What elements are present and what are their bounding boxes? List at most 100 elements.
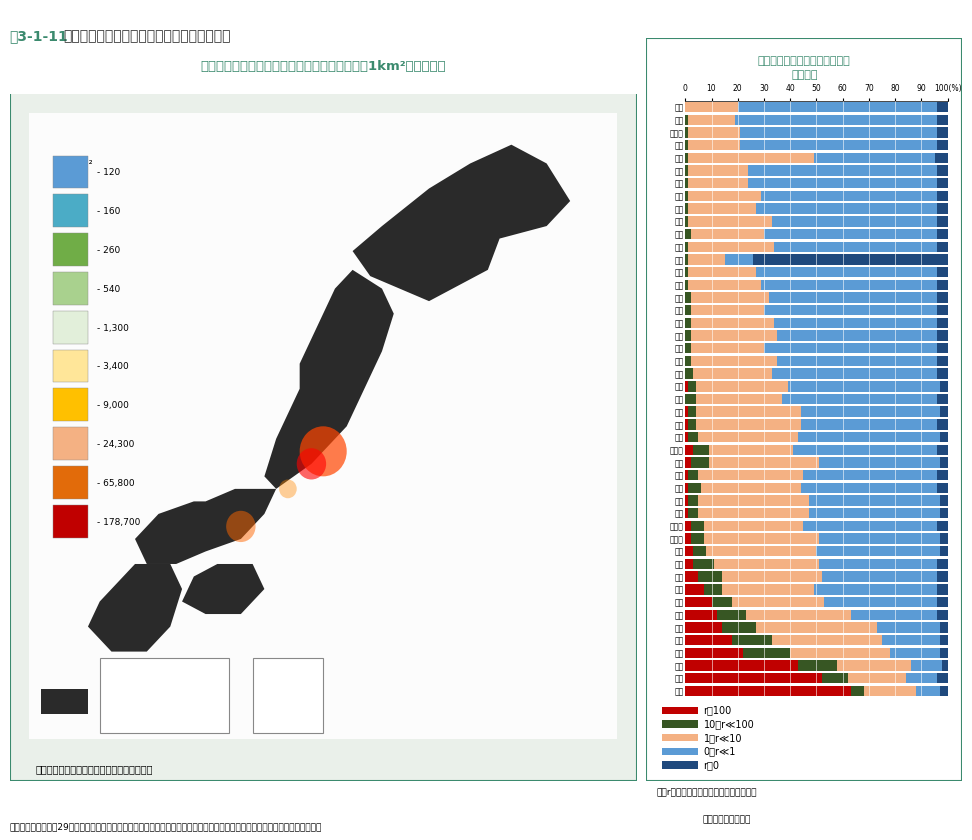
Bar	[756, 267, 937, 277]
Circle shape	[279, 480, 296, 498]
Bar	[685, 660, 798, 670]
Text: 注：黒色メッシュは人が住んでいない区域。: 注：黒色メッシュは人が住んでいない区域。	[35, 764, 153, 774]
Bar	[685, 685, 850, 696]
Bar	[804, 470, 937, 480]
Bar	[690, 533, 704, 543]
Circle shape	[296, 449, 327, 480]
Bar	[662, 721, 698, 727]
Bar	[838, 660, 911, 670]
Bar	[798, 660, 838, 670]
Bar	[685, 470, 688, 480]
Bar	[940, 622, 948, 633]
Bar	[688, 203, 756, 214]
Bar	[690, 330, 778, 341]
Bar	[741, 128, 937, 138]
Bar	[685, 330, 690, 341]
Bar	[685, 355, 690, 366]
Bar	[707, 546, 816, 556]
Bar	[709, 457, 819, 468]
Polygon shape	[87, 564, 182, 652]
Bar	[688, 114, 735, 125]
Bar	[801, 419, 937, 429]
Polygon shape	[353, 144, 571, 302]
Bar	[685, 318, 690, 328]
Bar	[685, 128, 688, 138]
Bar	[937, 521, 948, 531]
Bar	[793, 444, 937, 455]
Text: 都道府県別の環境負荷超過率の: 都道府県別の環境負荷超過率の	[758, 56, 850, 66]
Bar	[764, 228, 937, 239]
Bar	[917, 685, 940, 696]
Bar	[685, 546, 693, 556]
Bar	[685, 407, 688, 417]
Circle shape	[226, 511, 256, 542]
Bar	[688, 432, 699, 443]
Bar	[52, 466, 87, 499]
Bar	[685, 419, 688, 429]
Bar	[937, 559, 948, 570]
Text: - 178,700: - 178,700	[97, 517, 140, 527]
Bar	[690, 521, 704, 531]
Bar	[688, 242, 775, 252]
Bar	[690, 305, 764, 315]
Bar	[725, 255, 753, 265]
Bar	[714, 559, 819, 570]
Bar	[698, 432, 798, 443]
Bar	[775, 318, 937, 328]
Bar	[693, 369, 772, 379]
Bar	[937, 292, 948, 302]
Bar	[52, 155, 87, 188]
Bar	[685, 292, 690, 302]
Bar	[701, 483, 801, 493]
Bar	[685, 394, 696, 404]
Bar	[756, 622, 877, 633]
Bar	[696, 394, 782, 404]
Text: - 120: - 120	[97, 169, 120, 177]
Bar	[772, 369, 937, 379]
Bar	[704, 521, 804, 531]
Bar	[685, 305, 690, 315]
Text: 資料：環境省「平成29年度環境研究総合推進費（社会・生態システムの統合化による自然資本・生態系サービスの予測評価）」: 資料：環境省「平成29年度環境研究総合推進費（社会・生態システムの統合化による自…	[10, 822, 322, 832]
Bar	[735, 114, 937, 125]
Bar	[943, 660, 948, 670]
Bar	[772, 635, 883, 645]
Bar	[52, 427, 87, 460]
Bar	[748, 178, 937, 188]
Bar	[685, 381, 688, 391]
Bar	[937, 394, 948, 404]
Bar	[940, 508, 948, 518]
Text: 面積割合: 面積割合	[791, 70, 817, 80]
Bar	[937, 610, 948, 620]
Bar	[696, 407, 801, 417]
Bar	[937, 242, 948, 252]
Bar	[696, 419, 801, 429]
Text: 日本のエコロジカル・フットプリントの分布: 日本のエコロジカル・フットプリントの分布	[63, 29, 230, 44]
Bar	[685, 533, 690, 543]
Bar	[814, 584, 937, 595]
Bar	[41, 689, 87, 714]
Text: r＝0: r＝0	[704, 760, 719, 770]
Bar	[787, 381, 940, 391]
Polygon shape	[182, 564, 264, 614]
Bar	[809, 496, 940, 506]
Bar	[940, 648, 948, 658]
Bar	[685, 622, 722, 633]
Bar	[937, 267, 948, 277]
Bar	[937, 330, 948, 341]
Bar	[716, 610, 746, 620]
Bar	[821, 571, 937, 582]
Bar	[685, 571, 698, 582]
Bar	[685, 228, 690, 239]
Bar	[769, 292, 937, 302]
Bar	[850, 685, 864, 696]
Bar	[778, 330, 937, 341]
Bar	[688, 165, 748, 176]
Bar	[935, 153, 948, 163]
Bar	[685, 140, 688, 150]
Text: - 24,300: - 24,300	[97, 440, 134, 449]
Bar	[685, 457, 690, 468]
Bar	[743, 648, 790, 658]
Bar	[801, 407, 940, 417]
Text: - 9,000: - 9,000	[97, 402, 128, 410]
Bar	[738, 102, 937, 113]
